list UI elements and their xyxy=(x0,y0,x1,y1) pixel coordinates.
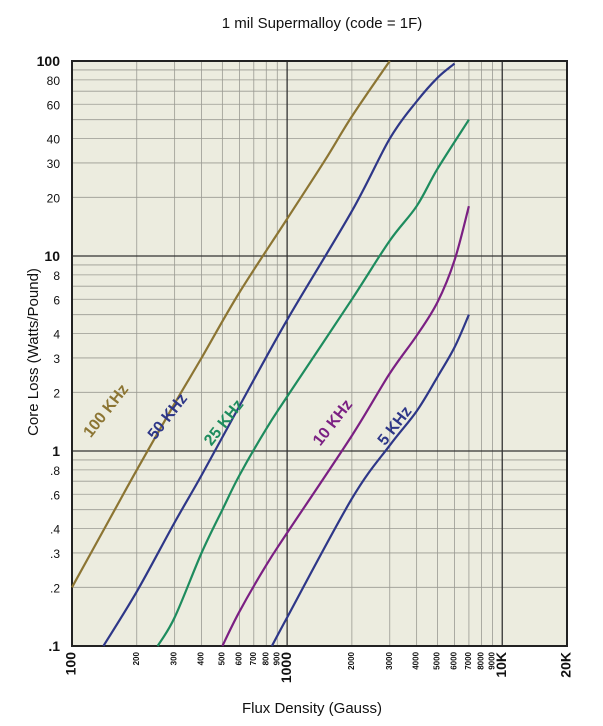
x-tick-label: 700 xyxy=(249,651,258,665)
y-axis-ticks: .1 .2 .3 .4 .6 .8 1 2 3 4 6 8 10 20 30 40 60 80 100 xyxy=(37,53,61,654)
x-tick-label: 100 xyxy=(63,652,79,676)
y-tick-label: .8 xyxy=(50,464,60,478)
x-tick-label: 800 xyxy=(261,651,270,665)
y-tick-label: 8 xyxy=(53,269,60,283)
x-tick-label: 9000 xyxy=(488,651,497,669)
x-tick-label: 4000 xyxy=(412,651,421,669)
series-line-3 xyxy=(156,119,470,647)
series-line-2 xyxy=(102,62,456,647)
chart-title: 1 mil Supermalloy (code = 1F) xyxy=(222,15,423,32)
y-tick-label: 2 xyxy=(53,386,60,400)
x-tick-label: 2000 xyxy=(347,651,356,669)
series-line-5 xyxy=(270,314,470,647)
x-tick-label: 8000 xyxy=(477,651,486,669)
grid-major xyxy=(71,60,568,647)
y-tick-label: .2 xyxy=(50,581,60,595)
y-tick-label: 80 xyxy=(47,74,61,88)
y-tick-label: 40 xyxy=(47,133,61,147)
y-tick-label: 30 xyxy=(47,157,61,171)
x-tick-label: 500 xyxy=(218,651,227,665)
x-tick-label: 3000 xyxy=(385,651,394,669)
y-tick-label: .1 xyxy=(48,638,60,654)
y-tick-label: 1 xyxy=(52,443,60,459)
x-tick-label: 6000 xyxy=(450,651,459,669)
x-tick-label: 900 xyxy=(272,651,281,665)
y-tick-label: 10 xyxy=(44,248,60,264)
y-tick-label: 4 xyxy=(53,328,60,342)
x-tick-label: 10K xyxy=(493,652,509,678)
y-tick-label: .4 xyxy=(50,523,60,537)
x-tick-label: 7000 xyxy=(464,651,473,669)
y-tick-label: 3 xyxy=(53,352,60,366)
y-tick-label: .3 xyxy=(50,547,60,561)
y-tick-label: 60 xyxy=(47,98,61,112)
y-tick-label: 6 xyxy=(53,293,60,307)
y-axis-title: Core Loss (Watts/Pound) xyxy=(25,268,42,436)
y-tick-label: 20 xyxy=(47,191,61,205)
y-tick-label: .6 xyxy=(50,488,60,502)
x-tick-label: 20K xyxy=(558,652,574,678)
x-tick-label: 600 xyxy=(235,651,244,665)
y-tick-label: 100 xyxy=(37,53,61,69)
x-tick-label: 5000 xyxy=(433,651,442,669)
x-tick-label: 300 xyxy=(170,651,179,665)
x-axis-title: Flux Density (Gauss) xyxy=(242,700,382,717)
series-line-1 xyxy=(71,60,391,588)
plot-frame xyxy=(71,60,568,647)
x-tick-label: 200 xyxy=(132,652,141,666)
plot-area xyxy=(72,61,567,646)
x-tick-label: 1000 xyxy=(278,652,294,683)
series-lines xyxy=(71,60,470,647)
x-tick-label: 400 xyxy=(197,651,206,665)
grid-minor xyxy=(72,61,567,646)
series-line-4 xyxy=(221,205,470,647)
